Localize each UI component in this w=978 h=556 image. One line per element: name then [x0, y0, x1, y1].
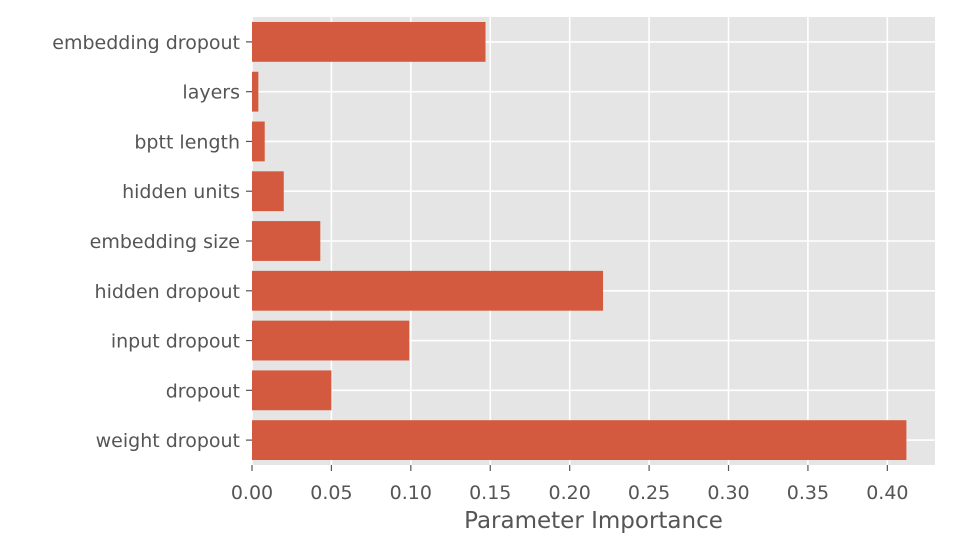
x-tick-label-0-05: 0.05 — [310, 482, 352, 504]
x-tick-label-0-10: 0.10 — [390, 482, 432, 504]
x-tick-label-0-20: 0.20 — [549, 482, 591, 504]
bar-dropout — [252, 370, 332, 411]
y-tick-label-input-dropout: input dropout — [111, 331, 240, 353]
y-tick-label-bptt-length: bptt length — [134, 131, 240, 153]
x-tick-label-0-25: 0.25 — [628, 482, 670, 504]
y-tick-label-hidden-units: hidden units — [122, 181, 240, 203]
x-axis-title: Parameter Importance — [464, 508, 723, 534]
bar-input-dropout — [252, 320, 410, 361]
bars — [252, 21, 907, 461]
x-tick-label-0-00: 0.00 — [231, 482, 273, 504]
y-tick-label-dropout: dropout — [166, 380, 240, 402]
y-tick-labels: weight dropout dropout input dropout hidden… — [52, 32, 252, 452]
x-tick-labels: 0.00 0.05 0.10 0.15 0.20 0.25 0.30 0.35 0.40 — [231, 465, 909, 504]
x-tick-label-0-15: 0.15 — [469, 482, 511, 504]
bar-embedding-dropout — [252, 21, 486, 62]
bar-hidden-dropout — [252, 270, 604, 311]
bar-embedding-size — [252, 221, 321, 261]
x-tick-label-0-30: 0.30 — [707, 482, 749, 504]
y-tick-label-embedding-dropout: embedding dropout — [52, 32, 240, 54]
y-tick-label-weight-dropout: weight dropout — [96, 430, 240, 452]
y-tick-label-embedding-size: embedding size — [90, 231, 240, 253]
bar-weight-dropout — [252, 420, 907, 461]
x-tick-label-0-40: 0.40 — [866, 482, 908, 504]
y-tick-label-layers: layers — [182, 82, 240, 104]
x-tick-label-0-35: 0.35 — [787, 482, 829, 504]
bar-hidden-units — [252, 171, 284, 212]
bar-bptt-length — [252, 121, 265, 162]
y-tick-label-hidden-dropout: hidden dropout — [95, 281, 240, 303]
bar-layers — [252, 71, 259, 112]
